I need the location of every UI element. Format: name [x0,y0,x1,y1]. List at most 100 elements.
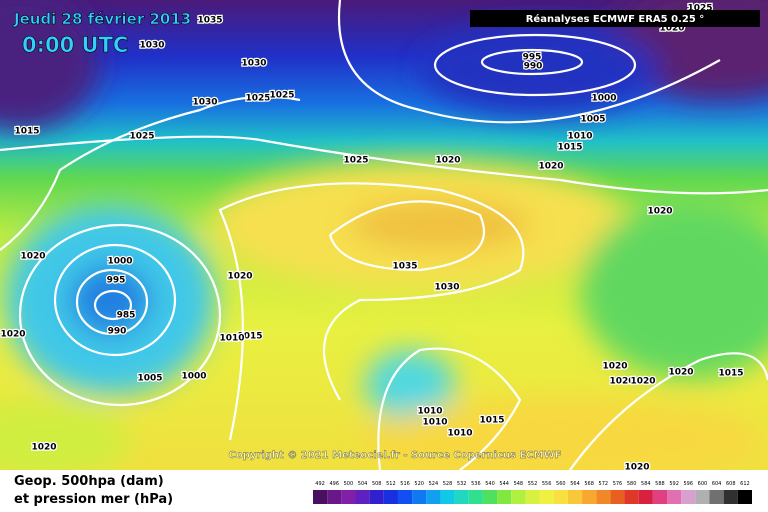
isobar-label: 1015 [237,332,262,342]
scale-label: 492 [315,481,325,487]
scale-label: 500 [344,481,354,487]
scale-swatch [737,490,752,504]
scale-swatch [369,490,384,504]
isobar-label: 995 [107,276,126,286]
isobar-label: 1020 [20,252,45,262]
isobar-label: 1020 [609,377,634,387]
isobar-label: 1000 [181,372,206,382]
scale-label: 612 [740,481,750,487]
scale-swatch [723,490,738,504]
scale-swatch [695,490,710,504]
scale-label: 540 [485,481,495,487]
isobar-label: 1010 [567,132,592,142]
isobar-label: 1010 [219,334,244,344]
scale-swatch [397,490,413,504]
isobar-label: 990 [108,327,127,337]
scale-label: 596 [684,481,694,487]
scale-swatch [596,490,611,504]
isobar-label: 1020 [0,330,25,340]
isobar-label: 1030 [434,283,459,293]
scale-swatch [383,490,398,504]
isobar-label: 1015 [14,127,39,137]
legend-subtitle: et pression mer (hPa) [14,492,173,507]
scale-swatch [553,490,568,504]
isobar-label: 1020 [435,156,460,166]
scale-swatch [497,490,512,504]
scale-swatch [440,490,455,504]
isobar-label: 1020 [227,272,252,282]
source-box [470,10,760,27]
scale-swatch [355,490,370,504]
scale-swatch [426,490,441,504]
scale-label: 504 [358,481,368,487]
isobar-label: 1005 [580,115,605,125]
scale-label: 532 [457,481,467,487]
scale-label: 604 [712,481,722,487]
isobar-label: 1020 [31,443,56,453]
scale-swatch [468,490,483,504]
copyright: Copyright © 2021 Meteociel.fr - Source C… [229,450,562,461]
isobar-label: 995 [523,53,542,63]
scale-label: 560 [556,481,566,487]
isobar-label: 1020 [647,207,672,217]
scale-swatch [482,490,498,504]
scale-swatch [610,490,625,504]
scale-swatch [582,490,597,504]
isobar-label: 1020 [624,463,649,473]
scale-swatch [525,490,540,504]
scale-swatch [327,490,342,504]
scale-swatch [454,490,469,504]
scale-label: 496 [329,481,339,487]
isobar-label: 1020 [630,377,655,387]
scale-label: 564 [570,481,580,487]
scale-label: 568 [584,481,594,487]
isobar-label: 1025 [269,91,294,101]
isobar-label: 1025 [129,132,154,142]
time: 0:00 UTC [22,33,128,57]
scale-label: 552 [528,481,538,487]
scale-label: 572 [599,481,609,487]
scale-swatch [667,490,682,504]
scale-swatch [567,490,583,504]
isobar-label: 1030 [192,98,217,108]
scale-label: 592 [669,481,679,487]
isobar-label: 1010 [422,418,447,428]
scale-label: 528 [443,481,453,487]
isobar-label: 990 [524,62,543,72]
isobar-label: 1015 [479,416,504,426]
scale-label: 536 [471,481,481,487]
scale-swatch [313,490,328,504]
scale-swatch [412,490,427,504]
isobar-label: 1035 [197,16,222,26]
scale-label: 584 [641,481,651,487]
date: Jeudi 28 février 2013 [13,10,191,28]
scale-label: 520 [414,481,424,487]
isobar-label: 1025 [343,156,368,166]
isobar-label: 1015 [557,143,582,153]
scale-swatch [341,490,356,504]
scale-swatch [681,490,696,504]
scale-label: 556 [542,481,552,487]
isobar-label: 985 [117,311,136,321]
isobar-label: 1020 [538,162,563,172]
isobar-label: 1035 [392,262,417,272]
isobar-label: 1010 [417,407,442,417]
isobar-label: 1020 [602,362,627,372]
isobar-label: 1025 [245,94,270,104]
scale-label: 516 [400,481,410,487]
scale-label: 548 [514,481,524,487]
scale-swatch [638,490,653,504]
legend-title: Geop. 500hpa (dam) [14,474,164,489]
scale-swatch [539,490,554,504]
isobar-label: 1020 [668,368,693,378]
isobar-label: 1000 [107,257,132,267]
scale-swatch [624,490,639,504]
scale-swatch [709,490,724,504]
isobar-label: 1010 [447,429,472,439]
isobar-label: 1030 [139,41,164,51]
source: Réanalyses ECMWF ERA5 0.25 ° [526,13,705,25]
isobar-label: 1015 [718,369,743,379]
